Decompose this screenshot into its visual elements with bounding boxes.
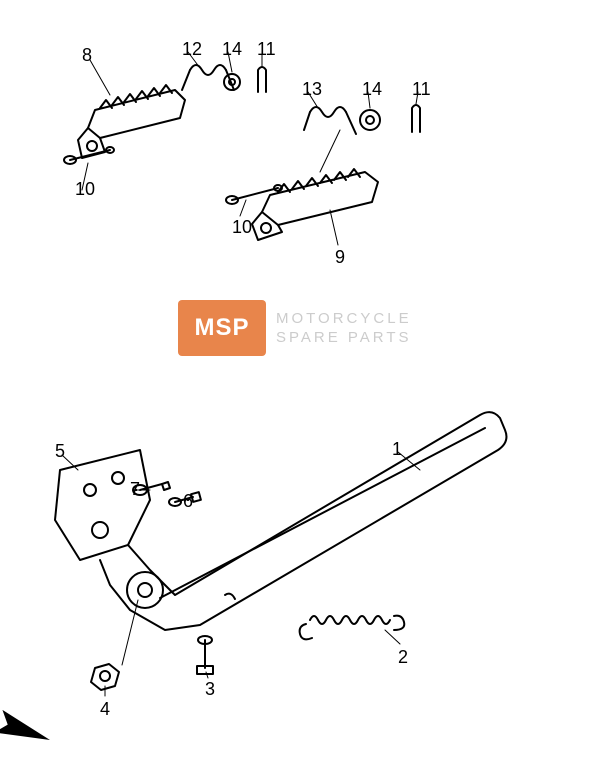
- callout-1: 1: [392, 440, 402, 458]
- callout-7: 7: [130, 480, 140, 498]
- watermark-logo-text: MSP: [194, 314, 249, 342]
- watermark-text: MOTORCYCLE SPARE PARTS: [276, 309, 412, 348]
- callout-3: 3: [205, 680, 215, 698]
- callout-12: 12: [182, 40, 202, 58]
- callout-4: 4: [100, 700, 110, 718]
- callout-2: 2: [398, 648, 408, 666]
- callout-11a: 11: [257, 40, 276, 58]
- watermark-logo: MSP: [178, 300, 266, 356]
- parts-diagram: 1 2 3 4 5 6 7 8 9 10 10 11 11 12 13 14 1…: [0, 0, 600, 771]
- callout-14b: 14: [362, 80, 382, 98]
- watermark: MSP MOTORCYCLE SPARE PARTS: [178, 300, 412, 356]
- callout-5: 5: [55, 442, 65, 460]
- callout-10b: 10: [232, 218, 252, 236]
- callout-10a: 10: [75, 180, 95, 198]
- watermark-line1: MOTORCYCLE: [276, 309, 412, 329]
- callout-13: 13: [302, 80, 322, 98]
- callout-14a: 14: [222, 40, 242, 58]
- callout-6: 6: [183, 492, 193, 510]
- callout-11b: 11: [412, 80, 431, 98]
- callout-8: 8: [82, 46, 92, 64]
- callout-9: 9: [335, 248, 345, 266]
- diagram-svg: [0, 0, 600, 771]
- watermark-line2: SPARE PARTS: [276, 328, 412, 348]
